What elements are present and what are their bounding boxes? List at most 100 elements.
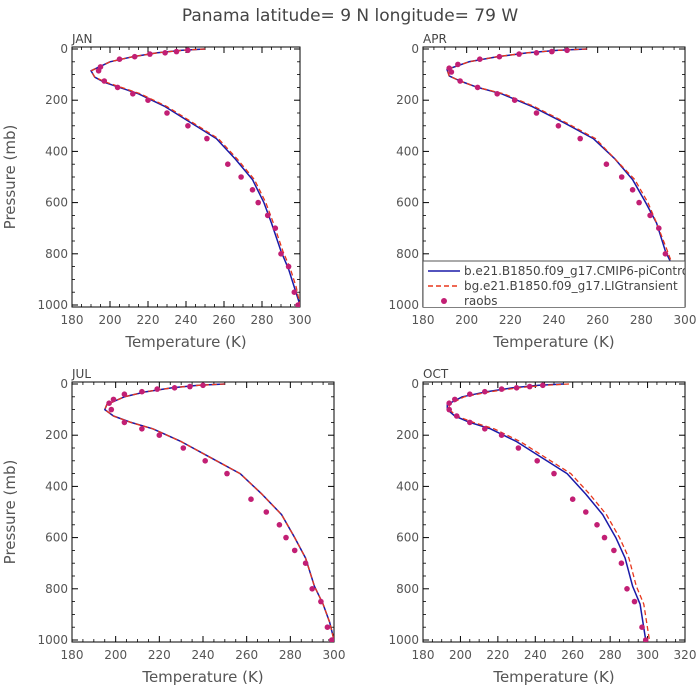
raobs-point (185, 47, 191, 54)
raobs-point (636, 199, 642, 206)
x-tick-label: 280 (599, 648, 622, 662)
y-tick-label: 200 (396, 428, 419, 442)
x-tick-label: 320 (674, 648, 697, 662)
raobs-point (329, 637, 334, 642)
raobs-point (639, 624, 645, 630)
panel-oct: OCT 180 200 220 240 260 280 300 320 0 200 400 600 800… (388, 367, 696, 686)
panel-label: OCT (423, 367, 449, 381)
panel-frame (71, 381, 335, 643)
y-tick-label: 200 (45, 428, 68, 442)
raobs-point (540, 382, 546, 389)
raobs-point (106, 400, 112, 407)
x-tick-label: 220 (137, 313, 160, 327)
raobs-point (474, 84, 481, 91)
raobs-point (549, 48, 555, 55)
raobs-point (455, 61, 461, 68)
x-tick-label: 220 (486, 648, 509, 662)
raobs-point (121, 391, 128, 398)
y-tick-label: 600 (396, 196, 419, 210)
raobs-point (318, 598, 324, 605)
y-tick-label: 800 (396, 582, 419, 596)
y-tick-label: 200 (45, 93, 68, 107)
plot-area (446, 47, 685, 307)
x-tick-label: 280 (630, 313, 653, 327)
x-axis-title: Temperature (K) (492, 333, 614, 351)
raobs-point (291, 289, 298, 296)
panel-label: JUL (71, 367, 91, 381)
raobs-point (555, 123, 562, 129)
raobs-point (139, 426, 145, 432)
panel-jan: JAN 180 200 220 240 260 280 300 0 200 400 600 800 100… (1, 32, 311, 351)
x-tick-label: 220 (499, 313, 522, 327)
raobs-point (551, 470, 557, 477)
y-tick-label: 1000 (388, 633, 419, 647)
y-tick-label: 400 (396, 144, 419, 158)
raobs-point (446, 400, 453, 407)
legend-ctrl-label: b.e21.B1850.f09_g17.CMIP6-piControl.001 (464, 264, 700, 278)
raobs-point (116, 56, 123, 62)
raobs-point (285, 263, 292, 270)
raobs-point (200, 382, 206, 389)
y-tick-label: 600 (45, 531, 68, 545)
raobs-point (457, 78, 463, 84)
x-axis-title: Temperature (K) (141, 668, 263, 686)
y-tick-label: 800 (45, 582, 68, 596)
raobs-point (278, 251, 284, 257)
y-tick-label: 800 (396, 247, 419, 261)
raobs-point (291, 547, 298, 554)
raobs-point (238, 174, 244, 180)
raobs-point (263, 509, 270, 515)
raobs-point (139, 388, 145, 395)
raobs-point (624, 586, 630, 592)
raobs-point (101, 78, 108, 84)
raobs-point (130, 91, 136, 97)
x-tick-label: 200 (455, 313, 478, 327)
x-tick-label: 260 (235, 648, 258, 662)
raobs-point (185, 123, 191, 129)
raobs-point (264, 212, 271, 219)
plot-area (104, 382, 334, 642)
raobs-point (642, 637, 649, 642)
raobs-point (611, 547, 617, 554)
y-axis-title: Pressure (mb) (1, 460, 19, 565)
legend: b.e21.B1850.f09_g17.CMIP6-piControl.001 … (423, 260, 700, 307)
y-tick-label: 400 (45, 144, 68, 158)
raobs-point (477, 56, 483, 62)
x-tick-label: 200 (99, 313, 122, 327)
raobs-point (147, 51, 153, 57)
figure-title: Panama latitude= 9 N longitude= 79 W (182, 6, 518, 26)
raobs-point (452, 396, 458, 403)
raobs-point (494, 91, 501, 97)
raobs-point (204, 135, 210, 142)
raobs-point (496, 53, 503, 60)
raobs-point (631, 598, 638, 605)
raobs-point (513, 385, 520, 391)
raobs-point (131, 53, 138, 60)
raobs-point (249, 187, 256, 193)
raobs-point (515, 445, 522, 451)
series-line-lig (446, 48, 685, 306)
raobs-point (164, 110, 170, 116)
raobs-point (453, 413, 460, 419)
raobs-point (114, 84, 121, 91)
y-tick-label: 0 (411, 377, 419, 391)
raobs-point (173, 48, 180, 55)
y-tick-label: 600 (396, 531, 419, 545)
x-tick-label: 240 (524, 648, 547, 662)
raobs-point (516, 51, 522, 57)
panel-jul: JUL 180 200 220 240 260 280 300 0 200 400 600 800 100… (1, 367, 345, 686)
y-tick-label: 600 (45, 196, 68, 210)
raobs-point (601, 534, 608, 541)
x-tick-label: 200 (449, 648, 472, 662)
x-axis-title: Temperature (K) (124, 333, 246, 351)
raobs-point (603, 161, 610, 167)
x-tick-label: 240 (175, 313, 198, 327)
raobs-point (276, 522, 283, 528)
x-tick-label: 280 (251, 313, 274, 327)
y-tick-label: 1000 (37, 298, 68, 312)
plot-area (446, 382, 651, 642)
raobs-point (569, 496, 576, 503)
raobs-point (248, 496, 254, 503)
raobs-point (180, 445, 187, 451)
